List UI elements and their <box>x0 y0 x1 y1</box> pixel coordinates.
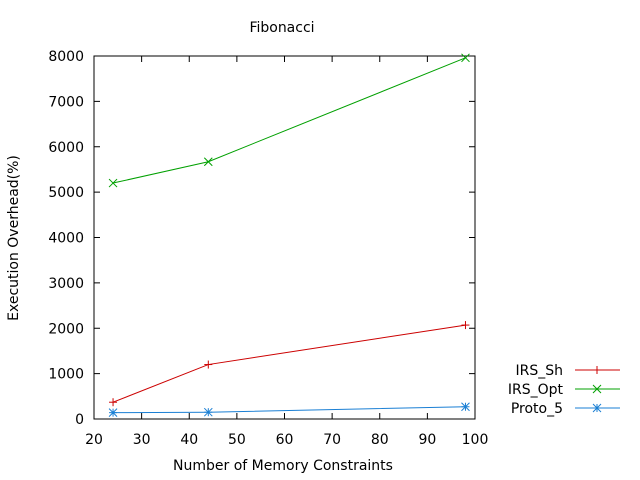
legend-marker-irs_opt <box>592 384 602 394</box>
marker-stroke <box>108 408 118 418</box>
data-point-irs_sh <box>461 321 470 330</box>
data-point-irs_opt <box>203 157 213 167</box>
data-point-irs_sh <box>204 360 213 369</box>
y-tick-label: 1000 <box>48 367 84 383</box>
legend-label-proto_5: Proto_5 <box>511 401 563 417</box>
data-point-proto_5 <box>461 402 470 412</box>
series-layer <box>108 53 470 418</box>
data-point-proto_5 <box>203 407 213 417</box>
x-tick-label: 20 <box>85 432 103 448</box>
x-tick-label: 70 <box>323 432 341 448</box>
x-tick-label: 90 <box>418 432 436 448</box>
legend-marker-irs_sh <box>593 366 601 374</box>
x-tick-label: 40 <box>180 432 198 448</box>
series-line-irs_opt <box>112 57 466 184</box>
y-tick-label: 2000 <box>48 321 84 337</box>
y-axis-label: Execution Overhead(%) <box>6 155 22 321</box>
legend-label-irs_sh: IRS_Sh <box>515 363 563 379</box>
marker-stroke <box>592 403 602 413</box>
axes <box>93 55 476 420</box>
marker-stroke <box>203 157 213 167</box>
x-tick-label: 30 <box>133 432 151 448</box>
x-axis-label: Number of Memory Constraints <box>173 458 393 474</box>
data-point-proto_5 <box>108 408 118 418</box>
data-point-irs_sh <box>109 398 118 407</box>
x-tick-label: 60 <box>276 432 294 448</box>
chart-title: Fibonacci <box>249 20 314 36</box>
y-tick-label: 7000 <box>48 94 84 110</box>
x-tick-label: 50 <box>228 432 246 448</box>
y-tick-label: 6000 <box>48 140 84 156</box>
y-tick-label: 3000 <box>48 276 84 292</box>
data-point-irs_opt <box>108 178 118 188</box>
x-tick-label: 80 <box>371 432 389 448</box>
marker-stroke <box>461 53 470 63</box>
plot-frame <box>93 55 476 420</box>
marker-stroke <box>461 402 470 412</box>
legend: IRS_Sh IRS_Opt Proto_5 <box>508 363 620 417</box>
legend-marker-proto_5 <box>592 403 602 413</box>
y-tick-label: 4000 <box>48 231 84 247</box>
series-line-irs_sh <box>112 324 466 403</box>
y-tick-label: 8000 <box>48 49 84 65</box>
y-ticks: 0 1000 2000 3000 4000 5000 6000 7000 8000 <box>48 49 475 428</box>
marker-stroke <box>592 384 602 394</box>
data-point-irs_opt <box>461 53 470 63</box>
marker-stroke <box>203 407 213 417</box>
x-tick-label: 100 <box>462 432 489 448</box>
series-line-proto_5 <box>113 406 466 414</box>
y-tick-label: 0 <box>75 412 84 428</box>
legend-label-irs_opt: IRS_Opt <box>508 382 564 398</box>
y-tick-label: 5000 <box>48 185 84 201</box>
marker-stroke <box>108 178 118 188</box>
x-ticks: 20 30 40 50 60 70 80 90 100 <box>85 56 488 448</box>
